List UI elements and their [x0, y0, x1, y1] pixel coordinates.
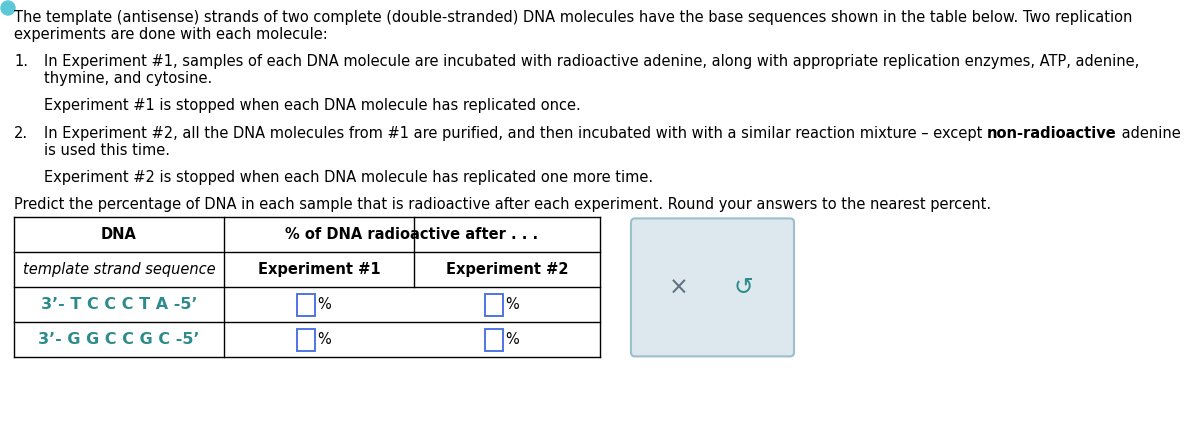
Text: template strand sequence: template strand sequence — [23, 262, 215, 277]
Text: ↺: ↺ — [733, 275, 754, 299]
Text: is used this time.: is used this time. — [44, 143, 170, 158]
Text: Predict the percentage of DNA in each sample that is radioactive after each expe: Predict the percentage of DNA in each sa… — [14, 197, 991, 212]
Bar — [485, 294, 503, 316]
Text: In Experiment #1, samples of each DNA molecule are incubated with radioactive ad: In Experiment #1, samples of each DNA mo… — [44, 54, 1139, 69]
FancyBboxPatch shape — [631, 218, 794, 357]
Circle shape — [1, 1, 14, 15]
Text: Experiment #2: Experiment #2 — [445, 262, 569, 277]
Text: Experiment #1: Experiment #1 — [258, 262, 380, 277]
Text: experiments are done with each molecule:: experiments are done with each molecule: — [14, 27, 328, 42]
Text: 3’- T C C C T A -5’: 3’- T C C C T A -5’ — [41, 297, 197, 313]
Text: Experiment #2 is stopped when each DNA molecule has replicated one more time.: Experiment #2 is stopped when each DNA m… — [44, 170, 653, 185]
Text: %: % — [317, 297, 331, 313]
Text: 3’- G G C C G C -5’: 3’- G G C C G C -5’ — [38, 332, 199, 347]
Text: 1.: 1. — [14, 54, 28, 69]
Text: 2.: 2. — [14, 126, 28, 140]
Text: ×: × — [668, 275, 689, 299]
Bar — [298, 294, 314, 316]
Text: The template (antisense) strands of two complete (double-stranded) DNA molecules: The template (antisense) strands of two … — [14, 10, 1133, 25]
Text: DNA: DNA — [101, 228, 137, 242]
Text: %: % — [505, 297, 518, 313]
Text: adenine: adenine — [1117, 126, 1181, 140]
Bar — [298, 329, 314, 351]
Bar — [485, 329, 503, 351]
Text: %: % — [505, 332, 518, 347]
Text: % of DNA radioactive after . . .: % of DNA radioactive after . . . — [286, 228, 539, 242]
Text: non-radioactive: non-radioactive — [986, 126, 1117, 140]
Text: %: % — [317, 332, 331, 347]
Text: In Experiment #2, all the DNA molecules from #1 are purified, and then incubated: In Experiment #2, all the DNA molecules … — [44, 126, 986, 140]
Text: Experiment #1 is stopped when each DNA molecule has replicated once.: Experiment #1 is stopped when each DNA m… — [44, 99, 581, 113]
Text: thymine, and cytosine.: thymine, and cytosine. — [44, 71, 212, 86]
